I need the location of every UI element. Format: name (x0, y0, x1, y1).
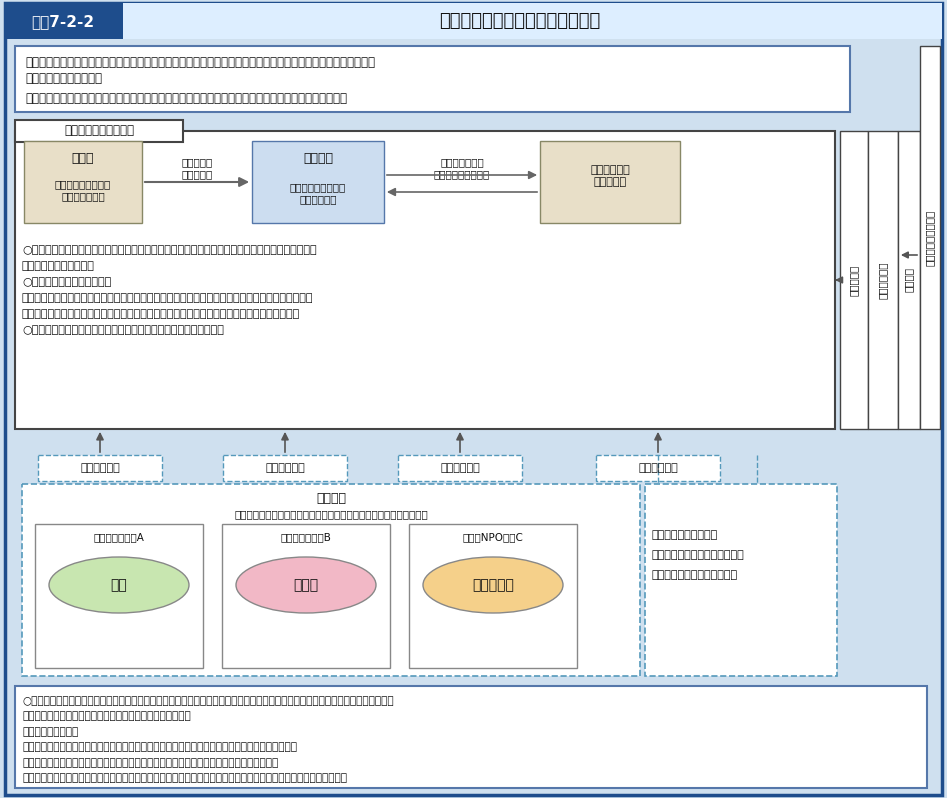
Text: 地域医療連携
推進評議会: 地域医療連携 推進評議会 (590, 165, 630, 187)
Text: （理事３名以上及び
監事１名以上）: （理事３名以上及び 監事１名以上） (55, 180, 111, 201)
Bar (24, 141, 142, 223)
Bar (223, 455, 347, 481)
Text: （例）医療法人A: （例）医療法人A (94, 532, 145, 542)
Ellipse shape (423, 557, 563, 613)
Bar (15, 131, 835, 429)
Bar (22, 484, 640, 676)
Text: 参画（社員）: 参画（社員） (265, 463, 305, 473)
Text: 図表7-2-2: 図表7-2-2 (31, 14, 95, 30)
Ellipse shape (236, 557, 376, 613)
Text: の資金貸付（基金造成を含む）、連携法人が議決権の全てを保有する関連事業者への出資等: の資金貸付（基金造成を含む）、連携法人が議決権の全てを保有する関連事業者への出資… (22, 309, 300, 319)
Text: ・複数の医療機関等が法人に参画することにより、地域において質が高く効率的な医療提供体制を確保: ・複数の医療機関等が法人に参画することにより、地域において質が高く効率的な医療提… (25, 92, 347, 105)
Bar (409, 524, 577, 668)
Text: ・参加法人が重要事項を決定するに当たっては、地域医療連携推進法人に意見を求めることを定款で定めていること: ・参加法人が重要事項を決定するに当たっては、地域医療連携推進法人に意見を求めるこ… (22, 773, 347, 784)
Text: 参画（社員）: 参画（社員） (80, 463, 120, 473)
Text: ・区域内の医療従事者養成機関: ・区域内の医療従事者養成機関 (652, 550, 744, 560)
Bar (222, 524, 390, 668)
Text: 参画（社員）: 参画（社員） (440, 463, 480, 473)
Bar (252, 141, 384, 223)
Text: 都道府県医療審議会: 都道府県医療審議会 (925, 210, 935, 266)
Text: ○一般社団法人のうち、地域における医療機関等相互間の機能分担や業務の連携を推進することを主たる目的とする法人として、医: ○一般社団法人のうち、地域における医療機関等相互間の機能分担や業務の連携を推進す… (22, 696, 394, 706)
Bar (123, 3, 942, 39)
Bar (868, 131, 898, 429)
Text: ・区域内の個人開業医: ・区域内の個人開業医 (652, 530, 718, 540)
Text: 連携推進方針）を決定: 連携推進方針）を決定 (22, 261, 95, 271)
Text: （例）公益法人B: （例）公益法人B (280, 532, 331, 542)
Text: 地域医療連携推進法人: 地域医療連携推進法人 (64, 124, 134, 137)
Text: 認定・監督: 認定・監督 (849, 264, 859, 295)
Text: 診療所: 診療所 (294, 578, 318, 592)
Text: （連携法人に関する
事項の決議）: （連携法人に関する 事項の決議） (290, 182, 346, 203)
Bar (596, 455, 720, 481)
Text: 意見具申: 意見具申 (904, 267, 914, 293)
Bar (15, 120, 183, 142)
Bar (5, 3, 942, 39)
Text: ・医師会、患者団体その他で構成される地域医療連携推進評議会を法人内に置いていること: ・医師会、患者団体その他で構成される地域医療連携推進評議会を法人内に置いているこ… (22, 758, 278, 768)
Text: ・医療機関相互間の機能分担及び業務の連携を推進し、地域医療構想を達成するための一つの選択肢としての、: ・医療機関相互間の機能分担及び業務の連携を推進し、地域医療構想を達成するための一… (25, 56, 375, 69)
Text: （認定基準の例）: （認定基準の例） (22, 727, 79, 737)
Text: 社員総会: 社員総会 (303, 152, 333, 164)
Text: （非営利で病院等の運営又は地域包括ケアに関する事業を行う法人）: （非営利で病院等の運営又は地域包括ケアに関する事業を行う法人） (234, 509, 428, 519)
Bar (840, 131, 868, 429)
Bar (398, 455, 522, 481)
Bar (645, 484, 837, 676)
Text: 新たな法人の認定制度: 新たな法人の認定制度 (25, 72, 102, 85)
Bar (898, 131, 920, 429)
Text: ・病院、診療所、介護老人保健施設、介護医療院のいずれかを運営する法人が２以上参加すること: ・病院、診療所、介護老人保健施設、介護医療院のいずれかを運営する法人が２以上参加… (22, 742, 297, 753)
Bar (5, 3, 123, 39)
Text: 理事会: 理事会 (72, 152, 95, 164)
Text: 都道府県知事: 都道府県知事 (878, 261, 888, 298)
Bar (35, 524, 203, 668)
Bar (38, 455, 162, 481)
Text: 病院: 病院 (111, 578, 128, 592)
Ellipse shape (49, 557, 189, 613)
Text: 連携法人の
業務を執行: 連携法人の 業務を執行 (182, 157, 213, 179)
Bar (15, 686, 927, 788)
Text: 地域医療連携推進法人制度の概要: 地域医療連携推進法人制度の概要 (439, 12, 600, 30)
Text: （例）NPO法人C: （例）NPO法人C (462, 532, 524, 542)
Bar (15, 46, 850, 112)
Text: ・関係自治体　　　　　　等: ・関係自治体 等 (652, 570, 738, 580)
Text: ○医療連携推進区域（原則地域医療構想区域内）を定め、区域内の病院等の連携推進の方針（医療: ○医療連携推進区域（原則地域医療構想区域内）を定め、区域内の病院等の連携推進の方… (22, 245, 316, 255)
Text: 参加法人: 参加法人 (316, 492, 346, 505)
Text: 診療科（病床）再編（病床特例の適用）、医師等の共同研修、医薬品等の共同購入、参加法人へ: 診療科（病床）再編（病床特例の適用）、医師等の共同研修、医薬品等の共同購入、参加… (22, 293, 313, 303)
Bar (920, 46, 940, 429)
Text: 参画（社員）: 参画（社員） (638, 463, 678, 473)
Text: 意見具申（社員
総会は意見を尊重）: 意見具申（社員 総会は意見を尊重） (434, 157, 491, 179)
Text: 療法に定められた基準を満たすものを都道府県知事が認定: 療法に定められた基準を満たすものを都道府県知事が認定 (22, 712, 190, 721)
Text: 介護事業所: 介護事業所 (472, 578, 514, 592)
Text: ○医療連携推進業務等の実施: ○医療連携推進業務等の実施 (22, 277, 111, 287)
Bar (540, 141, 680, 223)
Text: ○参加法人の統括（参加法人の予算・事業計画等へ意見を述べる）: ○参加法人の統括（参加法人の予算・事業計画等へ意見を述べる） (22, 325, 223, 335)
